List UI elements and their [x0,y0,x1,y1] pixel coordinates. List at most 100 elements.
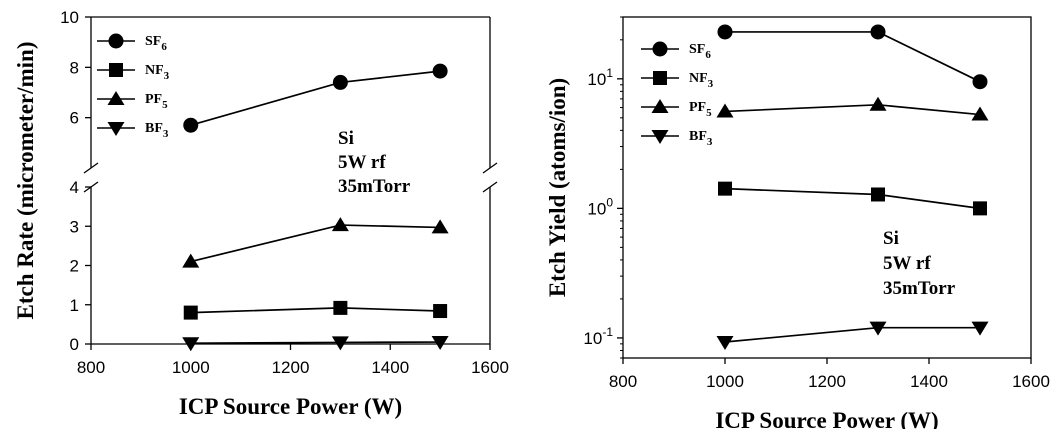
series-line [724,326,980,343]
y-tick-label: 10 [60,8,79,27]
y-tick-label: 0 [70,335,79,354]
legend-formula: SF [145,34,161,49]
legend-subscript: 6 [161,41,167,53]
data-point [431,336,449,351]
data-point [182,337,200,352]
legend-marker [107,91,125,105]
data-point [432,63,448,79]
y-axis-title: Etch Rate (micrometer/min) [13,41,38,319]
legend-marker [651,130,669,144]
y-tick-label: 3 [70,217,79,236]
axis-break-mark [83,162,99,174]
legend-subscript: 5 [706,107,712,119]
legend-marker [653,71,667,85]
annotation-line: 5W rf [338,152,386,173]
data-point [716,103,734,118]
legend-marker [109,63,123,77]
y-tick-label: 6 [70,109,79,128]
axis-break-mark [482,181,498,193]
data-point [331,217,349,232]
legend-label: BF3 [689,129,713,148]
plot-frame [622,16,1032,359]
data-point [871,187,885,202]
y-tick-base: 10 [583,329,602,348]
legend-label: PF5 [145,92,168,111]
y-tick-exponent: 1 [606,66,613,80]
series-pf5 [716,96,989,121]
legend-formula: PF [145,92,162,107]
data-point [972,74,988,90]
series-line [190,70,441,127]
series-line [724,187,981,210]
series-bf3 [182,336,449,352]
y-tick-exponent: 0 [606,195,613,209]
y-tick-label: 1 [70,296,79,315]
x-tick-label: 1000 [172,358,210,377]
data-point [183,117,199,133]
series-nf3 [718,181,987,216]
data-point [332,74,348,90]
annotation-line: 5W rf [883,253,931,274]
legend-label: SF6 [145,34,167,53]
legend-marker [651,99,669,113]
data-point [870,24,886,40]
axis-break-mark [482,162,498,174]
y-tick-label: 2 [70,257,79,276]
y-tick-label: 100 [587,195,613,218]
data-point [971,106,989,121]
legend-label: NF3 [689,71,714,90]
series-pf5 [182,217,449,268]
x-tick-label: 1400 [910,372,948,391]
x-tick-label: 800 [609,372,637,391]
x-tick-label: 1600 [471,358,509,377]
x-axis-title: ICP Source Power (W) [179,394,402,419]
x-tick-label: 1200 [272,358,310,377]
legend-formula: NF [689,71,708,86]
x-axis-title: ICP Source Power (W) [715,408,938,429]
legend-marker [107,122,125,136]
data-point [716,336,734,351]
legend-label: PF5 [689,100,712,119]
x-tick-label: 1600 [1012,372,1050,391]
legend-marker [652,41,668,57]
series-bf3 [716,321,989,351]
legend-subscript: 5 [162,99,168,111]
data-point [333,300,348,315]
annotation-line: Si [338,128,354,149]
data-point [717,24,733,40]
series-sf6 [183,63,448,133]
series-line [725,31,981,83]
x-tick-label: 1400 [371,358,409,377]
y-tick-base: 10 [587,199,606,218]
annotation-line: Si [883,228,899,249]
y-tick-label: 4 [70,178,79,197]
series-nf3 [183,300,448,320]
legend-label: BF3 [145,121,169,140]
series-line [190,224,441,263]
annotation-line: 35mTorr [338,176,411,197]
data-point [869,96,887,111]
data-point [973,201,987,216]
series-sf6 [717,24,988,90]
x-tick-label: 800 [77,358,105,377]
data-point [718,181,732,196]
legend-subscript: 6 [705,49,711,61]
y-tick-label: 8 [70,58,79,77]
legend-label: SF6 [689,42,711,61]
legend-formula: BF [145,121,163,136]
legend-formula: BF [689,129,707,144]
series-line [724,103,981,116]
data-point [431,219,449,234]
annotation-line: 35mTorr [883,278,956,299]
legend-subscript: 3 [163,128,169,140]
data-point [331,336,349,351]
x-tick-label: 1000 [706,372,744,391]
legend-subscript: 3 [708,78,714,90]
data-point [971,321,989,336]
data-point [183,305,198,320]
y-tick-label: 10-1 [583,325,613,348]
legend-formula: SF [689,42,705,57]
legend-marker [108,33,124,49]
